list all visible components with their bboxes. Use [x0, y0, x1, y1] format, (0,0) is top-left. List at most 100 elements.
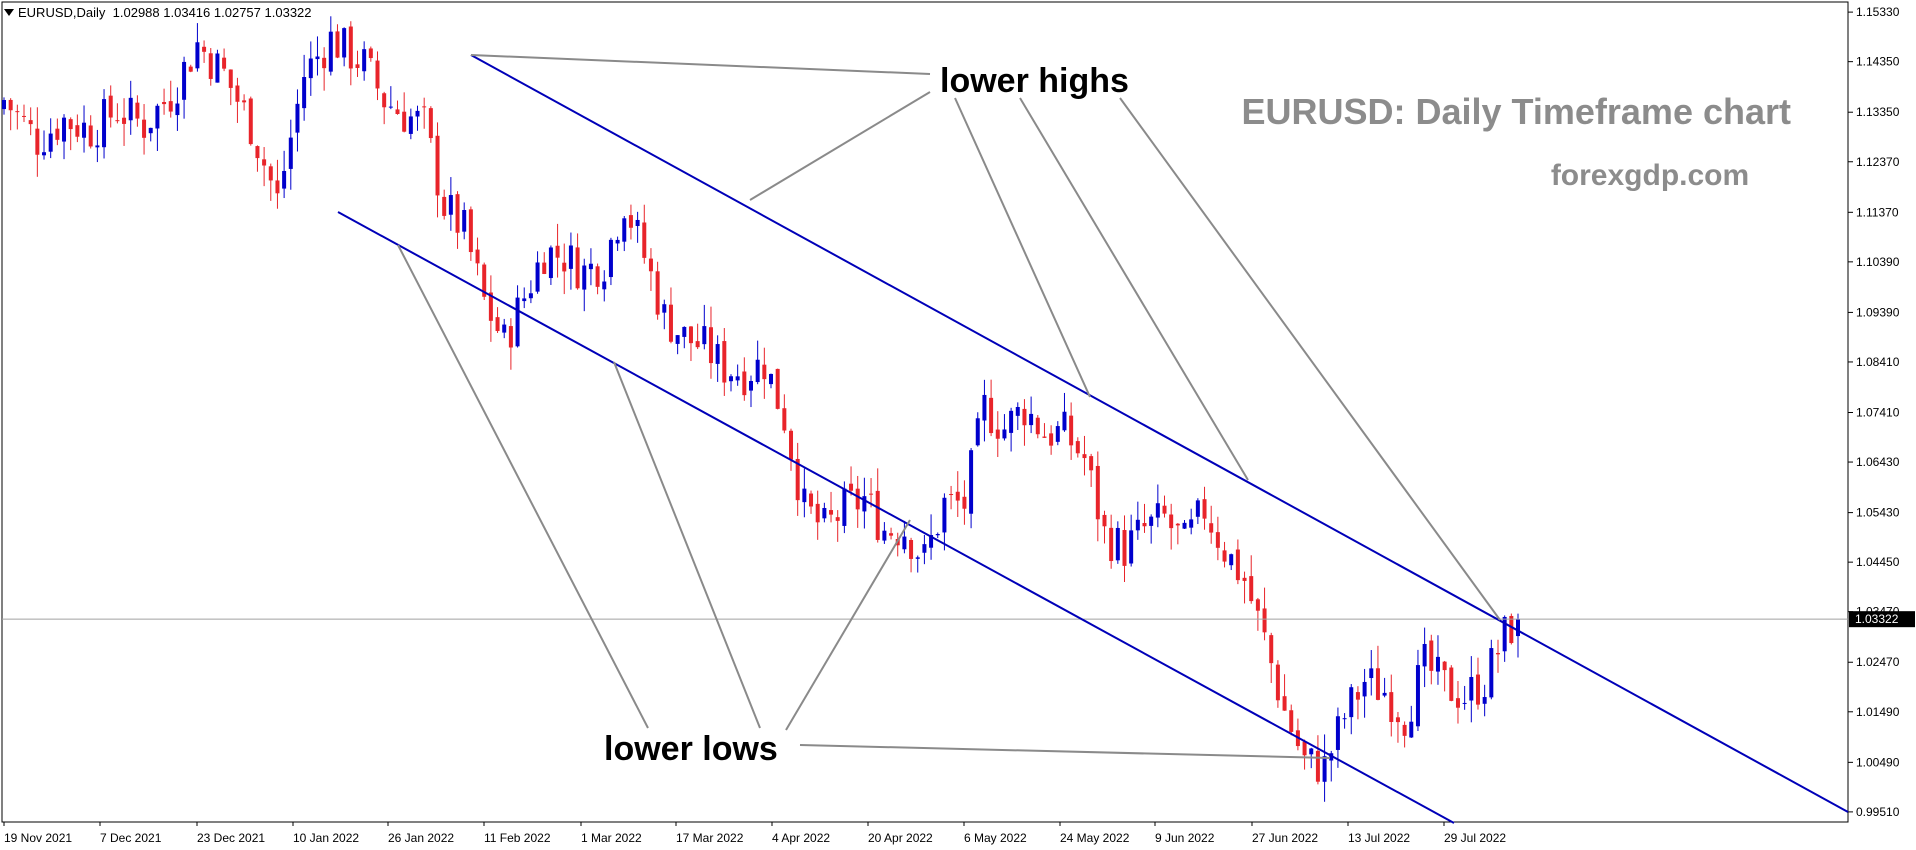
upper-channel-line[interactable] — [470, 54, 1849, 813]
bear-candle — [8, 99, 13, 111]
x-tick-label: 19 Nov 2021 — [4, 831, 72, 845]
bull-candle — [315, 56, 320, 60]
bull-candle — [822, 507, 827, 519]
bear-candle — [1395, 717, 1400, 723]
bull-candle — [682, 326, 687, 337]
bull-candle — [462, 210, 467, 232]
bull-candle — [362, 49, 367, 72]
bear-candle — [35, 128, 40, 155]
bull-candle — [662, 304, 667, 313]
bull-candle — [1029, 413, 1034, 426]
bull-candle — [748, 381, 753, 391]
bear-candle — [775, 368, 780, 409]
bear-candle — [789, 430, 794, 460]
bear-candle — [1142, 523, 1147, 527]
bear-candle — [475, 249, 480, 264]
bull-candle — [728, 376, 733, 382]
bull-candle — [342, 28, 347, 58]
bull-candle — [82, 122, 87, 138]
x-tick-label: 4 Apr 2022 — [772, 831, 830, 845]
bull-candle — [295, 103, 300, 133]
bear-candle — [849, 483, 854, 491]
bear-candle — [1069, 415, 1074, 446]
bear-candle — [248, 98, 253, 145]
bear-candle — [1449, 667, 1454, 701]
dropdown-triangle-icon[interactable] — [4, 9, 14, 17]
bull-candle — [1489, 648, 1494, 698]
bear-candle — [1402, 724, 1407, 736]
bull-candle — [602, 281, 607, 290]
bear-candle — [115, 120, 120, 122]
x-tick-label: 27 Jun 2022 — [1252, 831, 1318, 845]
chart-title: EURUSD: Daily Timeframe chart — [1241, 91, 1791, 132]
bear-candle — [1235, 549, 1240, 581]
bull-candle — [1362, 681, 1367, 697]
bear-candle — [75, 125, 80, 137]
bull-candle — [702, 326, 707, 345]
bear-candle — [108, 95, 113, 118]
bear-candle — [222, 57, 227, 69]
bull-candle — [1469, 677, 1474, 701]
high-value: 1.03416 — [163, 5, 211, 21]
bear-candle — [1429, 640, 1434, 671]
bull-candle — [1462, 702, 1467, 704]
bear-candle — [235, 85, 240, 102]
bull-candle — [568, 245, 573, 269]
bear-candle — [1022, 408, 1027, 426]
symbol-label: EURUSD,Daily — [18, 5, 106, 21]
bear-candle — [1049, 433, 1054, 446]
bear-candle — [402, 111, 407, 132]
lower-highs-pointer — [470, 54, 931, 75]
close-value: 1.03322 — [264, 5, 312, 21]
bull-candle — [1422, 643, 1427, 667]
bear-candle — [495, 317, 500, 332]
x-tick-label: 9 Jun 2022 — [1155, 831, 1215, 845]
watermark: forexgdp.com — [1551, 159, 1749, 192]
bear-candle — [795, 458, 800, 501]
bull-candle — [1062, 411, 1067, 431]
bull-candle — [1015, 406, 1020, 416]
bull-candle — [48, 133, 53, 152]
bull-candle — [2, 100, 6, 110]
bull-candle — [1369, 668, 1374, 679]
bear-candle — [668, 304, 673, 342]
y-tick-label: 1.12370 — [1856, 155, 1900, 169]
bear-candle — [1255, 599, 1260, 611]
bull-candle — [1115, 527, 1120, 561]
x-tick-label: 29 Jul 2022 — [1444, 831, 1506, 845]
bear-candle — [889, 533, 894, 536]
bear-candle — [695, 341, 700, 348]
bear-candle — [188, 66, 193, 72]
lower-highs-pointer — [1019, 97, 1249, 481]
bear-candle — [1122, 530, 1127, 566]
bull-candle — [615, 239, 620, 244]
x-tick-label: 11 Feb 2022 — [484, 831, 551, 845]
bull-candle — [915, 557, 920, 559]
lower-channel-line[interactable] — [337, 211, 1455, 824]
bear-candle — [829, 510, 834, 515]
bull-candle — [1009, 410, 1014, 433]
bull-candle — [62, 117, 67, 142]
bear-candle — [428, 108, 433, 139]
bull-candle — [982, 394, 987, 421]
bear-candle — [542, 262, 547, 274]
bear-candle — [208, 53, 213, 79]
bear-candle — [1249, 576, 1254, 602]
bear-candle — [422, 106, 427, 108]
bear-candle — [1282, 696, 1287, 711]
x-tick-label: 7 Dec 2021 — [100, 831, 162, 845]
bear-candle — [482, 264, 487, 297]
bear-candle — [442, 196, 447, 216]
bear-candle — [468, 209, 473, 253]
bear-candle — [1355, 692, 1360, 700]
bull-candle — [1309, 748, 1314, 755]
bull-candle — [328, 31, 333, 72]
y-tick-label: 1.11370 — [1856, 205, 1899, 219]
bear-candle — [1162, 505, 1167, 514]
bull-candle — [148, 127, 153, 134]
bear-candle — [648, 258, 653, 272]
bull-candle — [155, 105, 160, 129]
bear-candle — [395, 109, 400, 115]
